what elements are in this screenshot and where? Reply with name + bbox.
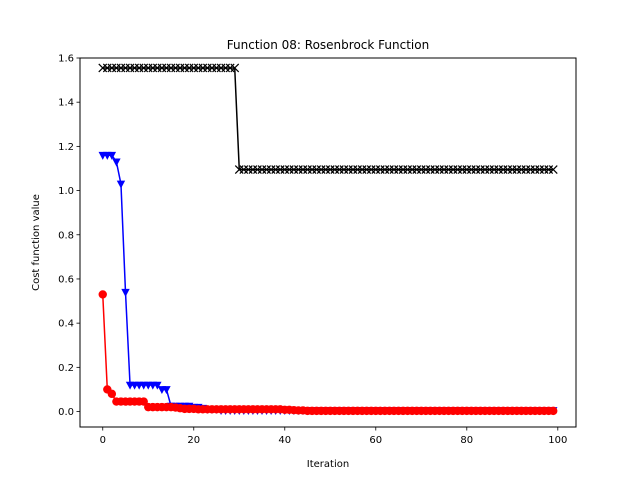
x-tick-label: 80 xyxy=(460,435,473,446)
y-tick-label: 0.8 xyxy=(58,230,74,241)
x-tick-label: 100 xyxy=(548,435,567,446)
data-point-black xyxy=(230,63,240,73)
data-point-blue xyxy=(116,180,126,189)
series-black xyxy=(98,63,558,175)
y-tick-label: 1.2 xyxy=(58,142,74,153)
data-point-blue xyxy=(112,158,121,167)
x-tick-label: 0 xyxy=(100,435,106,446)
y-tick-label: 0.2 xyxy=(58,363,74,374)
plot-frame xyxy=(79,57,577,428)
y-tick-label: 0.4 xyxy=(58,319,74,330)
x-tick-label: 60 xyxy=(369,435,382,446)
data-point-blue xyxy=(107,151,117,160)
x-axis-ticks: 0 20 40 60 80 100 xyxy=(100,427,567,446)
data-point-blue xyxy=(153,381,162,390)
x-tick-label: 20 xyxy=(187,435,200,446)
data-point-black xyxy=(548,165,558,175)
data-point-blue xyxy=(162,386,171,395)
y-tick-label: 0.0 xyxy=(58,407,74,418)
data-point-blue xyxy=(121,288,130,297)
x-axis-label: Iteration xyxy=(307,459,349,470)
x-tick-label: 40 xyxy=(278,435,291,446)
data-point-red xyxy=(139,397,148,406)
y-tick-label: 1.4 xyxy=(58,98,74,109)
y-axis-ticks: 0.0 0.2 0.4 0.6 0.8 1.0 1.2 1.4 1.6 xyxy=(58,54,80,418)
y-axis-label: Cost function value xyxy=(31,194,42,291)
series-red xyxy=(98,290,558,416)
data-point-red xyxy=(107,389,117,399)
chart-title: Function 08: Rosenbrock Function xyxy=(227,38,429,52)
series-line-black xyxy=(102,67,554,171)
y-tick-label: 1.0 xyxy=(58,186,74,197)
y-tick-label: 0.6 xyxy=(58,274,74,285)
plot-series-group xyxy=(98,63,558,416)
data-point-red xyxy=(549,406,558,416)
data-point-red xyxy=(98,290,107,299)
y-tick-label: 1.6 xyxy=(58,54,74,65)
